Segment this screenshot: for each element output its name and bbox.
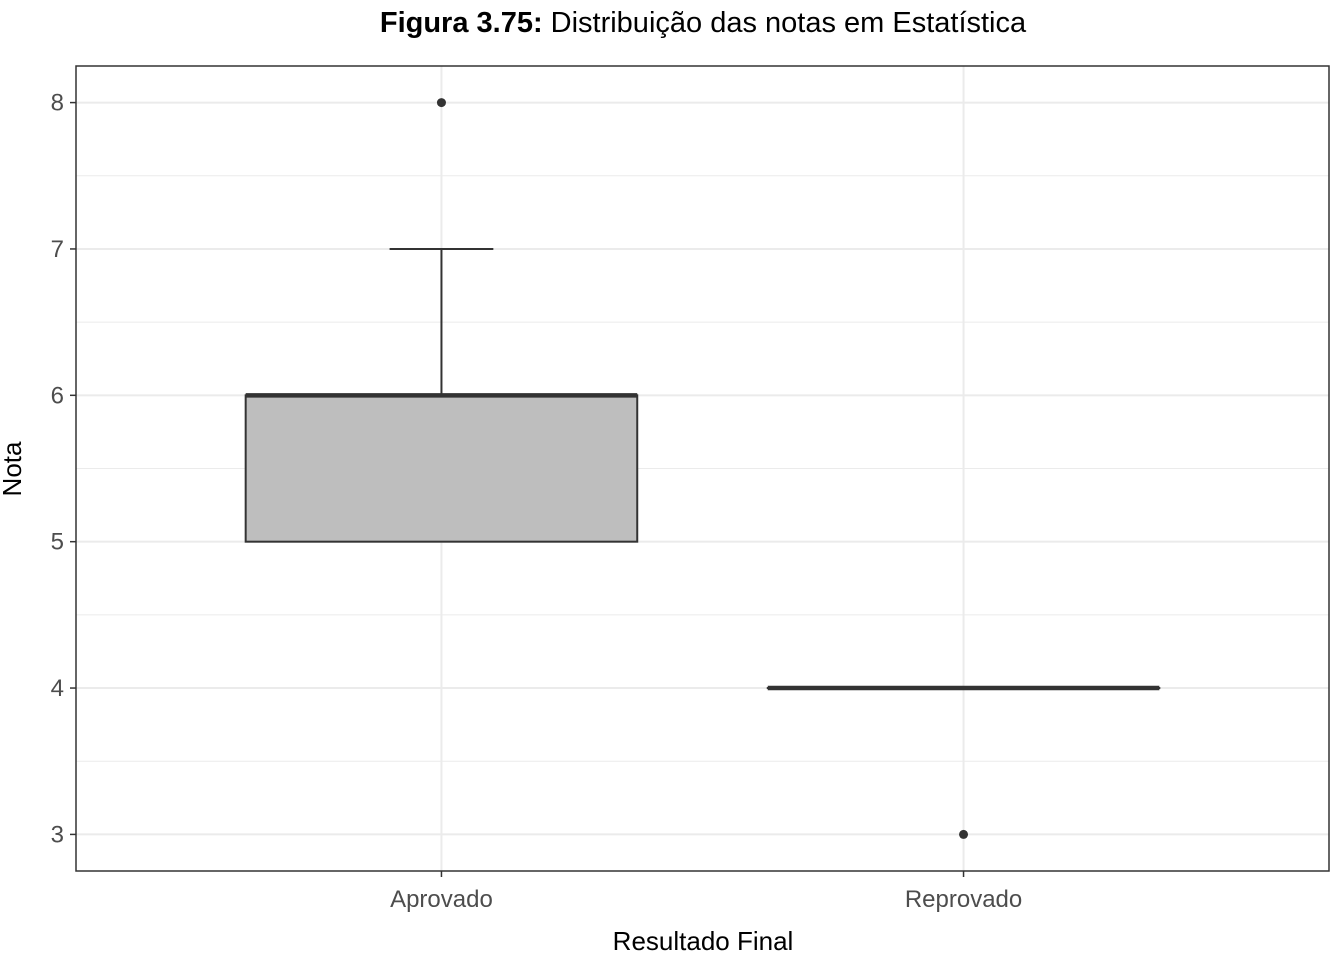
chart-title-text: Distribuição das notas em Estatística — [551, 7, 1027, 39]
grid-layer — [76, 66, 1329, 871]
box — [244, 394, 639, 543]
chart-title-prefix: Figura 3.75: — [380, 7, 543, 39]
box-group-reprovado — [766, 685, 1161, 839]
x-axis-title: Resultado Final — [613, 926, 794, 956]
data-layer — [244, 98, 1161, 839]
axis-layer: 3 4 5 6 7 8 Aprovado Reprovado — [51, 90, 1023, 913]
panel-border — [75, 65, 1330, 872]
y-tick-label: 4 — [51, 675, 64, 702]
outlier-point — [959, 829, 969, 839]
y-tick-label: 8 — [51, 90, 64, 117]
y-axis-title: Nota — [0, 441, 27, 496]
y-tick-label: 6 — [51, 382, 64, 409]
x-tick-label: Reprovado — [905, 886, 1022, 913]
outlier-point — [436, 98, 446, 108]
box-group-aprovado — [244, 98, 639, 543]
y-tick-label: 3 — [51, 821, 64, 848]
y-tick-label: 7 — [51, 236, 64, 263]
y-tick-label: 5 — [51, 529, 64, 556]
chart-title: Figura 3.75: Distribuição das notas em Es… — [380, 7, 1027, 39]
x-tick-label: Aprovado — [390, 886, 493, 913]
